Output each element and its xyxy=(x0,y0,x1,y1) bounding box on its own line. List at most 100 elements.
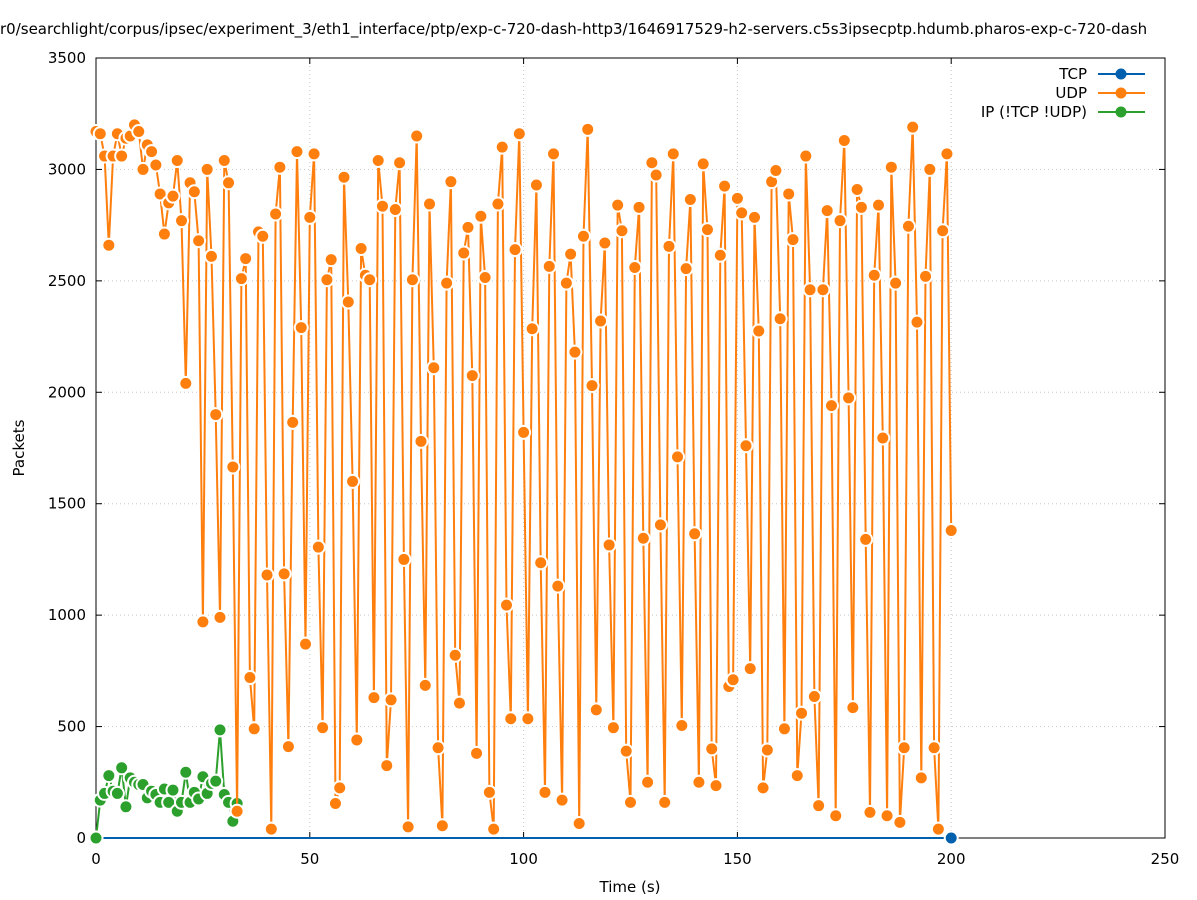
data-point xyxy=(195,614,211,630)
data-point xyxy=(191,233,207,249)
data-point xyxy=(943,522,959,538)
data-point xyxy=(926,740,942,756)
data-point xyxy=(469,745,485,761)
data-point xyxy=(400,819,416,835)
x-tick-label: 50 xyxy=(300,850,319,868)
data-point xyxy=(310,539,326,555)
x-tick-label: 100 xyxy=(509,850,538,868)
data-point xyxy=(806,688,822,704)
data-point xyxy=(623,794,638,810)
y-tick-label: 500 xyxy=(57,718,86,736)
data-point xyxy=(644,155,660,171)
data-point xyxy=(575,228,591,244)
data-point xyxy=(618,743,634,759)
data-point xyxy=(374,198,390,214)
data-point xyxy=(849,181,865,197)
data-point xyxy=(212,609,228,625)
data-point xyxy=(302,209,318,225)
x-tick-label: 150 xyxy=(723,850,752,868)
data-point xyxy=(759,742,775,758)
data-point xyxy=(832,213,848,229)
data-point xyxy=(845,700,861,716)
data-point xyxy=(229,803,245,819)
data-point xyxy=(905,119,921,135)
y-tick-label: 2000 xyxy=(48,383,86,401)
x-axis-label: Time (s) xyxy=(599,878,661,896)
data-point xyxy=(439,275,455,291)
data-point xyxy=(221,175,237,191)
data-point xyxy=(819,203,835,219)
data-point xyxy=(92,126,108,142)
data-point xyxy=(524,321,540,337)
data-point xyxy=(695,156,711,172)
data-point xyxy=(789,768,805,784)
data-point xyxy=(755,780,771,796)
data-point xyxy=(900,218,916,234)
data-point xyxy=(841,390,857,406)
data-point xyxy=(268,206,284,222)
data-point xyxy=(88,830,104,846)
data-point xyxy=(426,360,442,376)
data-point xyxy=(208,407,224,423)
data-point xyxy=(396,551,412,567)
x-tick-label: 200 xyxy=(937,850,966,868)
data-point xyxy=(114,148,130,164)
data-point xyxy=(272,159,288,175)
data-point xyxy=(447,647,463,663)
data-point xyxy=(674,717,690,733)
legend-entry: IP (!TCP !UDP) xyxy=(981,103,1145,121)
data-point xyxy=(571,816,587,832)
series-ip-tcp-udp xyxy=(88,722,245,846)
data-point xyxy=(169,153,185,169)
chart-title: r0/searchlight/corpus/ipsec/experiment_3… xyxy=(0,20,1147,39)
data-point xyxy=(935,223,951,239)
data-point xyxy=(503,711,519,727)
data-point xyxy=(567,344,583,360)
legend-label: UDP xyxy=(1055,84,1087,102)
legend-label: TCP xyxy=(1058,65,1087,83)
data-point xyxy=(871,197,887,213)
data-point xyxy=(109,785,125,801)
data-point xyxy=(909,314,925,330)
data-point xyxy=(866,267,882,283)
data-point xyxy=(144,144,160,160)
data-point xyxy=(811,798,827,814)
data-point xyxy=(345,473,361,489)
data-point xyxy=(678,261,694,277)
data-point xyxy=(383,692,399,708)
data-point xyxy=(631,199,647,215)
data-point xyxy=(387,202,403,218)
data-point xyxy=(434,818,450,834)
data-point xyxy=(918,268,934,284)
data-point xyxy=(729,190,745,206)
data-point xyxy=(537,784,553,800)
data-point xyxy=(208,773,224,789)
data-point xyxy=(883,159,899,175)
data-point xyxy=(670,449,686,465)
data-point xyxy=(751,323,767,339)
data-point xyxy=(776,721,792,737)
data-point xyxy=(554,792,570,808)
data-point xyxy=(289,144,305,160)
data-point xyxy=(233,271,249,287)
data-point xyxy=(896,740,912,756)
data-point xyxy=(114,760,130,776)
data-point xyxy=(605,720,621,736)
data-point xyxy=(186,184,202,200)
data-point xyxy=(610,197,626,213)
data-point xyxy=(943,830,959,846)
data-point xyxy=(306,146,322,162)
data-point xyxy=(704,741,720,757)
data-point xyxy=(708,778,724,794)
data-point xyxy=(165,188,181,204)
data-point xyxy=(742,661,758,677)
data-point xyxy=(118,799,134,815)
data-point xyxy=(563,246,579,262)
data-point xyxy=(298,636,314,652)
data-point xyxy=(516,424,532,440)
data-point xyxy=(772,311,788,327)
data-point xyxy=(691,774,707,790)
data-point xyxy=(541,258,557,274)
data-point xyxy=(212,722,228,738)
